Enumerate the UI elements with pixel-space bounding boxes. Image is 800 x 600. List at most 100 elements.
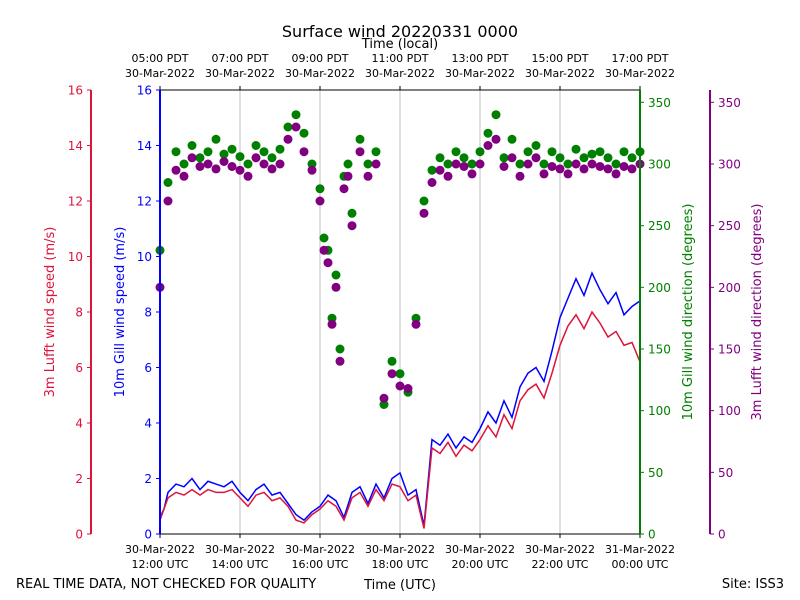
data-point-gill-dir [451, 147, 461, 157]
data-point-gill-dir [627, 153, 637, 163]
gill-speed-tick-label: 14 [137, 139, 152, 153]
series-line-lufft-speed [159, 310, 641, 529]
data-point-gill-dir [283, 122, 293, 132]
data-point-lufft-dir [335, 356, 345, 366]
site-label: Site: ISS3 [722, 577, 784, 592]
data-point-lufft-dir [283, 134, 293, 144]
data-point-gill-dir [371, 147, 381, 157]
lufft-speed-tick-label: 14 [68, 139, 83, 153]
data-point-lufft-dir [275, 159, 285, 169]
data-point-gill-dir [163, 178, 173, 187]
top-tick-date: 30-Mar-2022 [205, 67, 275, 80]
gill-direction-axis-label: 10m Gill wind direction (degrees) [681, 204, 696, 421]
top-tick-time: 07:00 PDT [211, 52, 268, 65]
data-point-gill-dir [523, 147, 533, 157]
lufft-speed-tick-label: 2 [75, 472, 83, 486]
gill-dir-tick-label: 150 [648, 343, 671, 357]
lufft-dir-tick-label: 50 [718, 466, 733, 480]
data-point-gill-dir [299, 128, 309, 138]
data-point-lufft-dir [467, 169, 477, 179]
data-point-gill-dir [595, 147, 605, 157]
x-tick-date: 30-Mar-2022 [125, 543, 195, 556]
data-point-lufft-dir [331, 282, 341, 292]
data-point-lufft-dir [515, 171, 525, 181]
data-point-lufft-dir [443, 171, 453, 181]
gill-speed-tick-label: 10 [137, 250, 152, 264]
data-point-gill-dir [347, 208, 357, 218]
data-point-gill-dir [555, 153, 565, 163]
data-point-gill-dir [483, 128, 493, 138]
gill-dir-tick-label: 250 [648, 219, 671, 233]
gill-dir-tick-label: 200 [648, 281, 671, 295]
data-point-lufft-dir [307, 165, 317, 175]
gill-speed-tick-label: 4 [144, 417, 152, 431]
x-tick-time: 22:00 UTC [531, 558, 588, 571]
data-point-gill-dir [387, 356, 397, 366]
data-point-lufft-dir [243, 171, 253, 181]
data-point-lufft-dir [611, 169, 621, 179]
data-point-gill-dir [499, 153, 509, 163]
gill-dir-tick-label: 350 [648, 96, 671, 110]
top-tick-date: 30-Mar-2022 [525, 67, 595, 80]
data-point-gill-dir [443, 159, 453, 169]
x-axis-label: Time (UTC) [363, 578, 436, 593]
lufft-speed-tick-label: 4 [75, 417, 83, 431]
data-point-lufft-dir [419, 208, 429, 218]
data-point-gill-dir [343, 159, 353, 169]
data-point-lufft-dir [371, 159, 381, 169]
top-tick-time: 17:00 PDT [611, 52, 668, 65]
data-point-gill-dir [319, 233, 329, 243]
data-point-gill-dir [603, 153, 613, 163]
data-point-gill-dir [515, 159, 525, 169]
data-point-gill-dir [335, 344, 345, 354]
data-point-lufft-dir [491, 134, 501, 144]
lufft-dir-tick-label: 150 [718, 343, 741, 357]
data-point-lufft-dir [435, 165, 445, 175]
lufft-dir-tick-label: 350 [718, 96, 741, 110]
quality-warning: REAL TIME DATA, NOT CHECKED FOR QUALITY [16, 577, 316, 592]
gill-speed-tick-label: 12 [137, 195, 152, 209]
data-point-gill-dir [539, 159, 549, 169]
data-point-lufft-dir [523, 159, 533, 169]
data-point-gill-dir [419, 196, 429, 206]
series-layer [155, 110, 645, 529]
data-point-gill-dir [491, 110, 501, 120]
data-point-lufft-dir [579, 164, 589, 174]
gill-dir-tick-label: 100 [648, 404, 671, 418]
lufft-speed-tick-label: 12 [68, 195, 83, 209]
data-point-lufft-dir [187, 153, 197, 163]
data-point-gill-dir [571, 144, 581, 154]
data-point-lufft-dir [235, 165, 245, 175]
x-tick-time: 00:00 UTC [611, 558, 668, 571]
top-tick-date: 30-Mar-2022 [285, 67, 355, 80]
data-point-lufft-dir [379, 393, 389, 403]
data-point-lufft-dir [171, 165, 181, 175]
data-point-lufft-dir [195, 162, 205, 171]
data-point-lufft-dir [563, 169, 573, 179]
data-point-lufft-dir [315, 196, 325, 206]
top-axis-label: Time (local) [361, 37, 438, 52]
data-point-lufft-dir [347, 221, 357, 231]
top-tick-date: 30-Mar-2022 [445, 67, 515, 80]
data-point-lufft-dir [251, 153, 261, 163]
lufft-dir-tick-label: 250 [718, 219, 741, 233]
data-point-lufft-dir [507, 153, 517, 163]
gill-dir-tick-label: 50 [648, 466, 663, 480]
data-point-lufft-dir [531, 153, 541, 163]
gill-speed-tick-label: 6 [144, 361, 152, 375]
data-point-gill-dir [459, 153, 469, 163]
data-point-gill-dir [275, 144, 285, 154]
data-point-lufft-dir [539, 169, 549, 179]
data-point-lufft-dir [459, 162, 469, 171]
lufft-dir-tick-label: 200 [718, 281, 741, 295]
data-point-gill-dir [235, 152, 245, 162]
x-tick-date: 30-Mar-2022 [205, 543, 275, 556]
top-tick-time: 09:00 PDT [291, 52, 348, 65]
lufft-speed-axis-label: 3m Lufft wind speed (m/s) [43, 227, 58, 398]
data-point-gill-dir [187, 141, 197, 150]
data-point-gill-dir [611, 159, 621, 169]
data-point-gill-dir [211, 134, 221, 144]
data-point-lufft-dir [403, 384, 413, 393]
data-point-gill-dir [563, 159, 573, 169]
